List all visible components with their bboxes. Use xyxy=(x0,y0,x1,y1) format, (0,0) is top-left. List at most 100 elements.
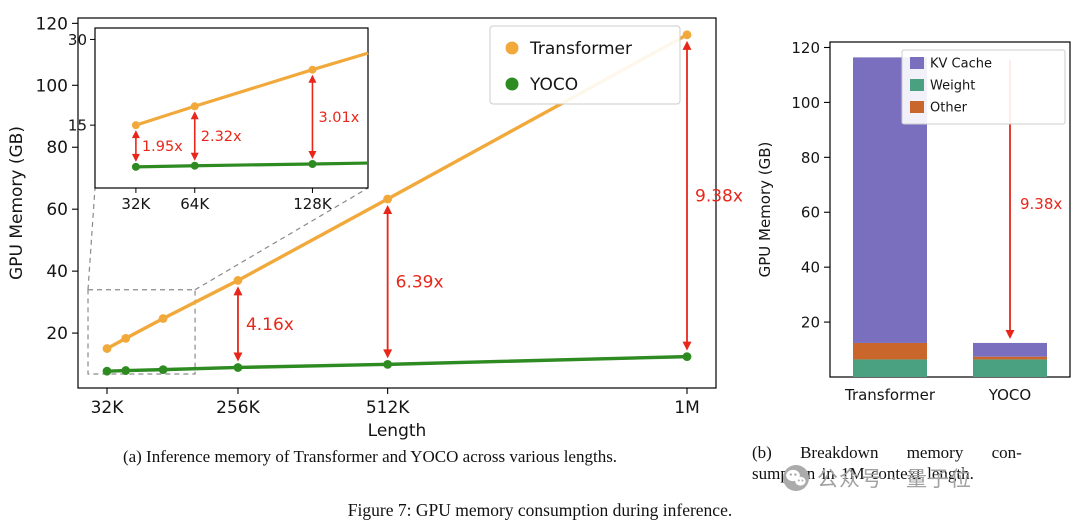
y-tick-label: 40 xyxy=(46,262,68,282)
arrowhead-down xyxy=(308,151,317,159)
legend-swatch-kv-cache xyxy=(910,57,924,69)
yoco-marker xyxy=(121,366,131,375)
figure-caption: Figure 7: GPU memory consumption during … xyxy=(347,500,733,520)
arrowhead-up xyxy=(131,130,140,139)
axes-frame xyxy=(829,41,1071,378)
x-category-label: YOCO xyxy=(988,386,1031,404)
ratio-label: 9.38x xyxy=(695,187,743,207)
y-tick-label: 80 xyxy=(801,149,820,167)
inset-ratio-label: 1.95x xyxy=(142,139,183,155)
inset-yoco-marker xyxy=(190,161,199,170)
transformer-marker xyxy=(233,276,243,285)
legend-swatch-other xyxy=(910,101,924,113)
legend-marker-yoco xyxy=(505,77,519,91)
caption-a: (a) Inference memory of Transformer and … xyxy=(122,447,618,466)
legend-label: Transformer xyxy=(529,39,632,59)
bar-weight-transformer xyxy=(853,359,927,377)
inset-x-tick-label: 32K xyxy=(121,195,151,213)
zoom-connector-right xyxy=(194,187,369,291)
bar-kv-cache-yoco xyxy=(973,342,1047,357)
yoco-marker xyxy=(158,365,168,375)
inset-yoco-marker xyxy=(131,162,140,171)
legend-marker-transformer xyxy=(505,41,519,55)
arrowhead-up xyxy=(308,74,317,83)
arrowhead-down xyxy=(190,152,199,161)
y-tick-label: 100 xyxy=(36,76,68,96)
legend-label: YOCO xyxy=(529,75,578,95)
ratio-label: 4.16x xyxy=(246,315,294,335)
arrowhead-up xyxy=(383,204,393,214)
zoom-connector-left xyxy=(87,187,96,290)
inset-x-tick-label: 64K xyxy=(180,195,210,213)
ratio-label: 6.39x xyxy=(396,273,444,293)
line-chart: 20 40 60 80 100 120 32K 256K 512K 1M Length GPU Mem… xyxy=(7,14,743,441)
arrowhead-down xyxy=(233,352,243,362)
inset-ratio-label: 3.01x xyxy=(318,110,359,126)
ratio-label: 9.38x xyxy=(1020,195,1062,213)
arrowhead-up xyxy=(190,111,199,120)
arrowhead-up xyxy=(233,286,243,296)
transformer-marker xyxy=(102,344,112,353)
bar-chart: 20 40 60 80 100 120 GPU Memory (GB) Transformer… xyxy=(756,39,1071,404)
y-tick-label: 120 xyxy=(36,14,68,34)
caption-b: (b) Breakdown memory con-sumption in 1M … xyxy=(752,442,1076,484)
inset-transformer-line xyxy=(135,51,369,127)
y-tick-label: 20 xyxy=(46,324,68,344)
arrowhead-down xyxy=(682,341,692,351)
inset-yoco-marker xyxy=(308,160,317,168)
watermark-text: 公众号 · 量子位 xyxy=(817,467,973,491)
yoco-marker xyxy=(233,363,243,372)
x-tick-label: 32K xyxy=(91,398,125,418)
y-tick-label: 40 xyxy=(801,259,820,277)
inset-transformer-marker xyxy=(190,102,199,111)
arrowhead-up xyxy=(682,40,692,50)
yoco-marker xyxy=(682,352,692,362)
inset-frame xyxy=(94,27,369,189)
y-tick-label: 100 xyxy=(791,94,820,112)
legend-label: Other xyxy=(930,101,968,116)
inset-transformer-marker xyxy=(131,121,140,130)
arrowhead-down xyxy=(383,349,393,359)
watermark: 公众号 · 量子位 xyxy=(782,463,972,493)
inset-yoco-line xyxy=(135,161,369,169)
y-tick-label: 120 xyxy=(791,39,820,57)
bar-other-yoco xyxy=(973,356,1047,360)
legend-label: Weight xyxy=(930,79,975,94)
inset-x-tick-label: 128K xyxy=(293,195,333,213)
axes-frame xyxy=(77,17,717,389)
y-tick-label: 60 xyxy=(46,200,68,220)
x-tick-label: 256K xyxy=(216,398,260,418)
y-axis-title: GPU Memory (GB) xyxy=(7,126,27,280)
yoco-marker xyxy=(102,366,112,376)
y-tick-label: 80 xyxy=(46,138,68,158)
x-tick-label: 1M xyxy=(674,398,699,418)
legend-box xyxy=(489,25,681,105)
yoco-line xyxy=(106,354,688,373)
inset-transformer-marker xyxy=(308,65,317,74)
legend-box xyxy=(901,49,1066,125)
legend-swatch-weight xyxy=(910,79,924,91)
arrowhead-down xyxy=(1005,329,1015,339)
transformer-marker xyxy=(383,194,393,204)
bar-other-transformer xyxy=(853,342,927,360)
x-tick-label: 512K xyxy=(366,398,410,418)
bar-weight-yoco xyxy=(973,359,1047,377)
inset-y-tick-label: 30 xyxy=(68,31,87,49)
legend-label: KV Cache xyxy=(930,57,992,72)
transformer-marker xyxy=(121,333,131,343)
x-axis-title: Length xyxy=(368,421,427,441)
transformer-marker xyxy=(158,314,168,323)
y-axis-title: GPU Memory (GB) xyxy=(756,142,774,278)
yoco-marker xyxy=(383,359,393,369)
inset-y-tick-label: 15 xyxy=(68,117,87,135)
x-category-label: Transformer xyxy=(844,386,936,404)
y-tick-label: 60 xyxy=(801,204,820,222)
y-tick-label: 20 xyxy=(801,314,820,332)
zoom-region-box xyxy=(87,289,196,375)
transformer-marker xyxy=(682,30,692,40)
arrowhead-down xyxy=(131,153,140,162)
wechat-icon xyxy=(783,465,809,491)
caption-b-line1: (b) Breakdown memory con- xyxy=(752,443,1022,462)
inset-ratio-label: 2.32x xyxy=(201,129,242,145)
